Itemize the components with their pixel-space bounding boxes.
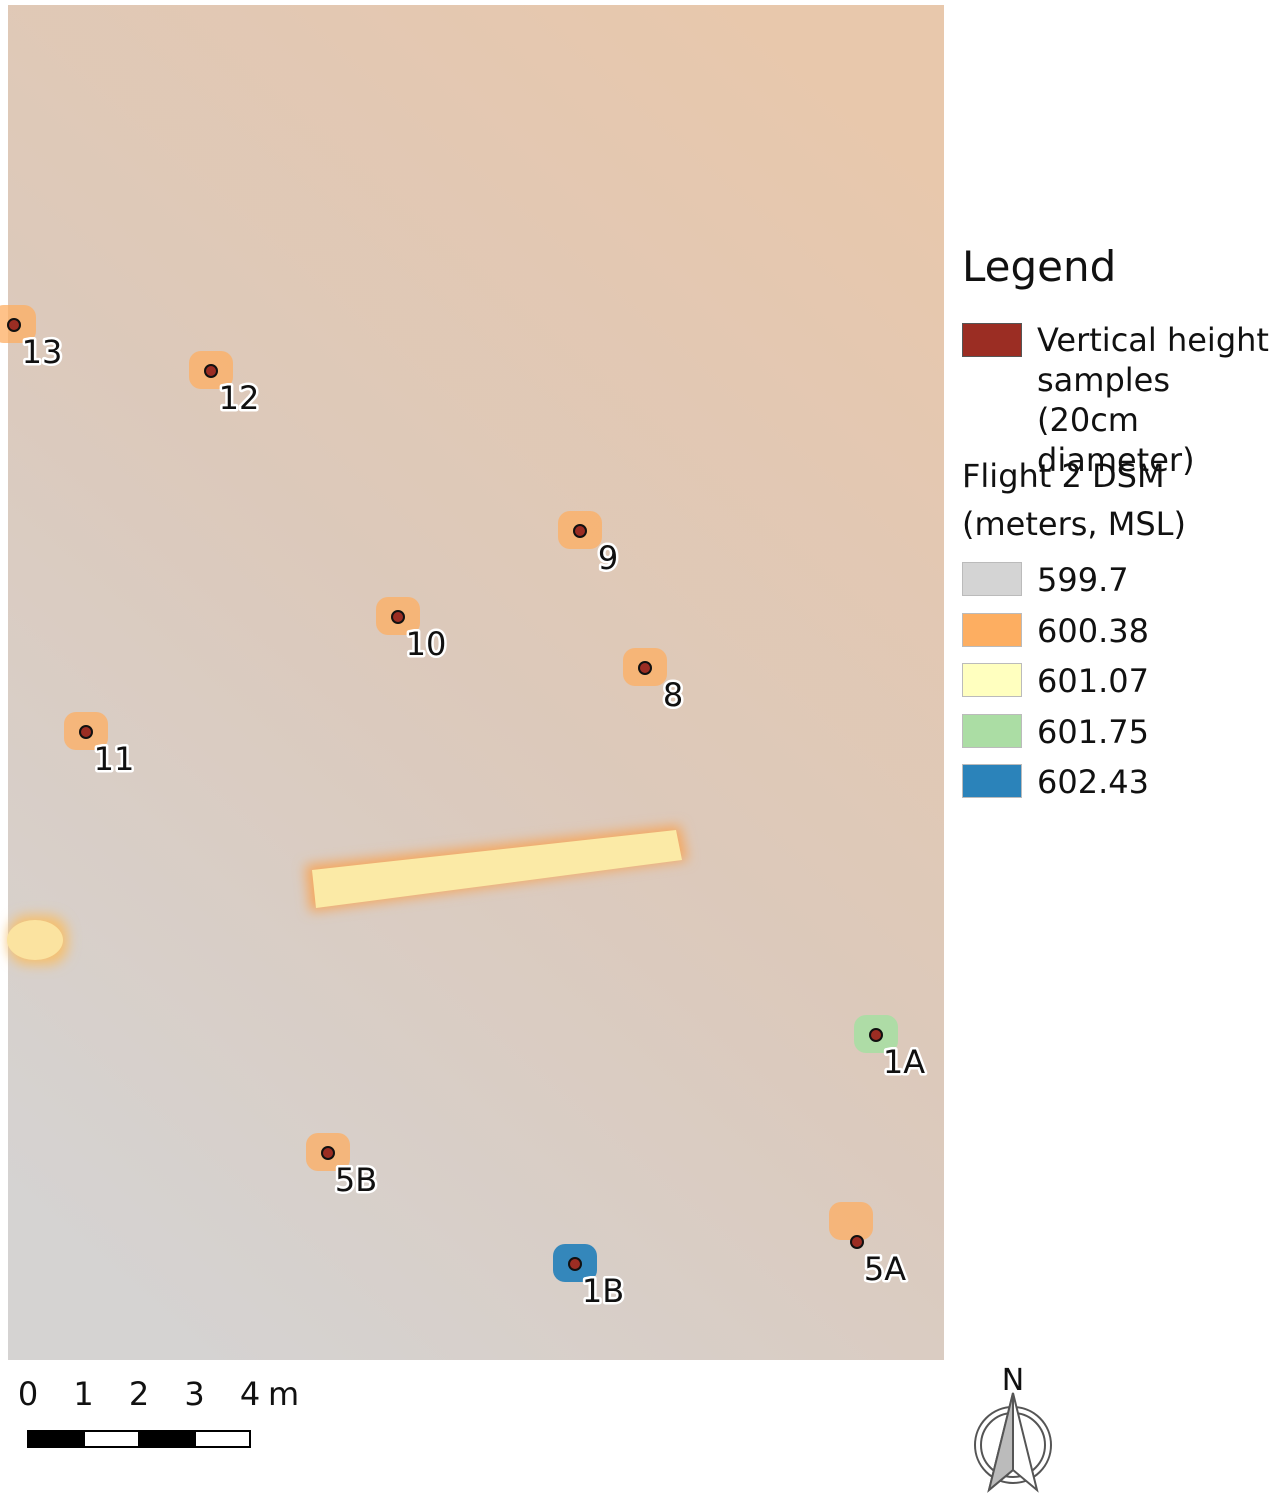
sample-label: 1B xyxy=(582,1272,624,1310)
sample-blob xyxy=(829,1202,873,1240)
scale-segment xyxy=(84,1431,139,1447)
sample-point xyxy=(639,662,651,674)
sample-point xyxy=(322,1147,334,1159)
sample-label: 8 xyxy=(663,676,683,714)
page: 13129108111A5B5A1B 01234m N Legend Verti… xyxy=(0,0,1286,1495)
scale-unit: m xyxy=(268,1375,299,1413)
legend-label: 599.7 xyxy=(1037,560,1129,600)
sample-point xyxy=(574,525,586,537)
sample-point xyxy=(80,726,92,738)
scale-tick-label: 3 xyxy=(184,1375,204,1413)
legend-swatch xyxy=(962,714,1022,748)
sample-label: 12 xyxy=(219,379,260,417)
legend-swatch xyxy=(962,613,1022,647)
sample-point xyxy=(569,1258,581,1270)
sample-label: 5B xyxy=(335,1161,377,1199)
legend-swatch xyxy=(962,562,1022,596)
legend-title: Legend xyxy=(962,242,1116,291)
scale-bar xyxy=(28,1431,250,1447)
legend-swatch xyxy=(962,764,1022,798)
sample-point xyxy=(851,1236,863,1248)
north-arrow xyxy=(975,1393,1051,1490)
legend-swatch xyxy=(962,663,1022,697)
sample-point xyxy=(205,365,217,377)
scale-tick-label: 4 xyxy=(240,1375,260,1413)
sample-point xyxy=(8,319,20,331)
sample-point xyxy=(870,1029,882,1041)
legend-label: 601.07 xyxy=(1037,661,1149,701)
scale-segment xyxy=(28,1431,84,1447)
sample-label: 5A xyxy=(864,1250,906,1288)
north-label: N xyxy=(1002,1363,1024,1398)
north-pointer xyxy=(989,1393,1013,1490)
sample-label: 9 xyxy=(598,539,618,577)
scale-segment xyxy=(139,1431,195,1447)
legend-label: 600.38 xyxy=(1037,611,1149,651)
feature-top xyxy=(7,920,63,960)
sample-point xyxy=(392,611,404,623)
sample-label: 1A xyxy=(883,1043,925,1081)
legend-label: 602.43 xyxy=(1037,762,1149,802)
sample-label: 11 xyxy=(94,740,135,778)
sample-label: 10 xyxy=(406,625,447,663)
scale-tick-label: 1 xyxy=(73,1375,93,1413)
legend-swatch xyxy=(962,323,1022,357)
legend-label: 601.75 xyxy=(1037,712,1149,752)
sample-label: 13 xyxy=(22,333,63,371)
scale-tick-label: 0 xyxy=(18,1375,38,1413)
scale-segment xyxy=(195,1431,250,1447)
dsm-raster xyxy=(8,5,944,1360)
scale-tick-label: 2 xyxy=(129,1375,149,1413)
legend-subtitle: Flight 2 DSM (meters, MSL) xyxy=(962,452,1202,548)
